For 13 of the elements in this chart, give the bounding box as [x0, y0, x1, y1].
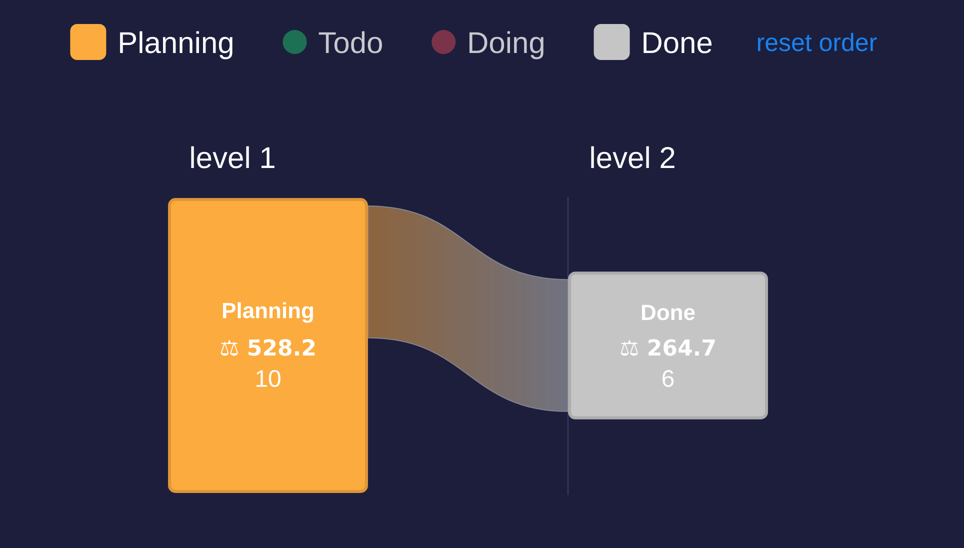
- text: 6: [662, 370, 674, 387]
- legend-label: Done: [644, 32, 712, 54]
- legend-label: Planning: [120, 31, 232, 60]
- legend-label: Doing: [469, 31, 544, 60]
- data-label: ⚖ 528.2: [220, 339, 315, 356]
- text: Planning: [223, 302, 313, 323]
- data-label: ⚖ 264.7: [620, 339, 715, 356]
- category-label: level 2: [591, 146, 674, 168]
- category-label: level 1: [191, 146, 274, 168]
- legend-label: Todo: [318, 31, 382, 54]
- text: Done: [642, 304, 695, 320]
- text: reset order: [758, 32, 877, 52]
- text: 10: [256, 370, 280, 387]
